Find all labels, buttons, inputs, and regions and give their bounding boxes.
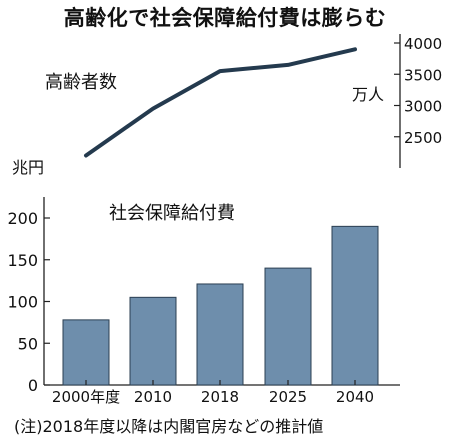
bar	[196, 283, 244, 386]
x-tick-label: 2018	[201, 388, 239, 406]
x-tick-labels: 2000年度 2010 2018 2025 2040	[52, 380, 374, 406]
line-y-tick-label: 4000	[404, 35, 442, 53]
x-tick-label: 2040	[336, 388, 374, 406]
line-series-elderly	[84, 47, 357, 158]
x-tick-label: 2025	[269, 388, 307, 406]
line-series-label: 高齢者数	[45, 72, 117, 93]
bar-y-tick-label: 150	[7, 251, 38, 270]
chart-title: 高齢化で社会保障給付費は膨らむ	[63, 6, 387, 30]
bar-y-tick-label: 0	[28, 376, 38, 395]
x-tick-label: 2010	[134, 388, 172, 406]
bar	[62, 319, 110, 386]
x-tick-label: 2000年度	[52, 388, 120, 406]
bar-unit-label: 兆円	[12, 158, 44, 177]
bar-series	[62, 225, 379, 386]
chart-footnote: (注)2018年度以降は内閣官房などの推計値	[14, 417, 324, 436]
bar-series-label: 社会保障給付費	[109, 203, 235, 224]
line-y-tick-label: 2500	[404, 129, 442, 147]
bar-chart: 兆円 0 50 100 150 200 2000年度 2010 2018 2025 2040 社…	[7, 158, 400, 406]
bar-y-tick-label: 100	[7, 293, 38, 312]
line-chart: 2500 3000 3500 4000 高齢者数 万人	[45, 34, 442, 168]
bar	[331, 225, 379, 386]
bar-y-tick-label: 200	[7, 209, 38, 228]
bar-y-tick-label: 50	[18, 334, 38, 353]
bar-y-ticks: 0 50 100 150 200	[7, 209, 50, 395]
bar	[264, 267, 312, 386]
line-y-tick-label: 3000	[404, 98, 442, 116]
line-y-tick-label: 3500	[404, 66, 442, 84]
line-unit-label: 万人	[352, 85, 384, 104]
bar	[129, 296, 177, 386]
line-y-ticks: 2500 3000 3500 4000	[394, 35, 442, 147]
